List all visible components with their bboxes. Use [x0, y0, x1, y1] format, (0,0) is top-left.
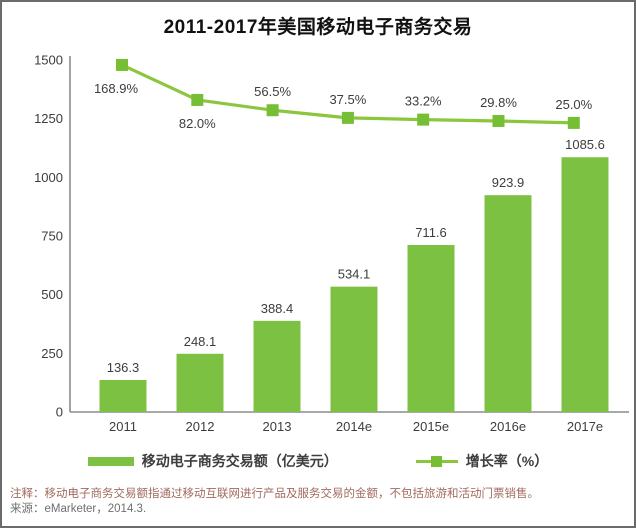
footnote-note: 注释：移动电子商务交易额指通过移动互联网进行产品及服务交易的金额，不包括旅游和活… — [10, 488, 539, 500]
x-tick-label-2017e: 2017e — [567, 419, 603, 434]
legend-item-line: 增长率（%） — [415, 451, 549, 471]
x-tick-label-2013: 2013 — [263, 419, 292, 434]
growth-marker-2011 — [116, 58, 128, 71]
growth-label-2013: 56.5% — [254, 84, 291, 99]
growth-label-2011: 168.9% — [94, 81, 139, 96]
chart-title: 2011-2017年美国移动电子商务交易 — [163, 17, 473, 38]
footnote-source: 来源：eMarketer，2014.3. — [10, 502, 147, 515]
x-tick-label-2014e: 2014e — [336, 419, 372, 434]
x-tick-label-2016e: 2016e — [490, 419, 526, 434]
x-tick-label-2011: 2011 — [109, 419, 137, 434]
y-tick-label-1500: 1500 — [34, 53, 63, 68]
bar-2012 — [176, 353, 224, 412]
growth-marker-2013 — [266, 104, 279, 117]
growth-label-2017e: 25.0% — [555, 97, 592, 112]
y-tick-label-500: 500 — [41, 287, 63, 302]
bar-value-label-2017e: 1085.6 — [565, 137, 605, 152]
growth-marker-2016e — [492, 114, 505, 127]
bar-series-label: 移动电子商务交易额（亿美元） — [141, 453, 338, 469]
line-series-label: 增长率（%） — [465, 453, 549, 469]
bar-value-label-2013: 388.4 — [261, 301, 294, 316]
bar-value-label-2014e: 534.1 — [338, 267, 371, 282]
bar-value-label-2016e: 923.9 — [492, 175, 525, 190]
growth-marker-2017e — [567, 116, 580, 129]
y-tick-label-250: 250 — [41, 346, 63, 361]
y-tick-label-1000: 1000 — [34, 170, 63, 185]
line-series-swatch — [415, 455, 458, 468]
bar-value-label-2015e: 711.6 — [415, 225, 447, 240]
y-tick-label-750: 750 — [41, 229, 63, 244]
chart-legend: 移动电子商务交易额（亿美元） 增长率（%） — [2, 450, 634, 472]
bar-series-swatch — [87, 456, 134, 466]
y-tick-label-0: 0 — [56, 405, 63, 420]
legend-item-bar: 移动电子商务交易额（亿美元） — [87, 451, 338, 471]
growth-marker-2012 — [191, 93, 204, 106]
growth-marker-2015e — [417, 113, 430, 126]
chart-footnote: 注释：移动电子商务交易额指通过移动互联网进行产品及服务交易的金额，不包括旅游和活… — [10, 487, 629, 516]
growth-label-2016e: 29.8% — [480, 95, 517, 110]
line-swatch-marker-icon — [430, 455, 442, 467]
x-tick-label-2012: 2012 — [186, 419, 215, 434]
bar-2013 — [253, 320, 301, 412]
bar-2014e — [330, 286, 378, 412]
bar-2016e — [484, 195, 532, 412]
bar-value-label-2012: 248.1 — [184, 334, 217, 349]
bar-2015e — [407, 245, 455, 412]
y-tick-label-1250: 1250 — [34, 111, 63, 126]
growth-label-2014e: 37.5% — [329, 92, 366, 107]
growth-label-2015e: 33.2% — [405, 94, 442, 109]
growth-label-2012: 82.0% — [179, 116, 216, 131]
bar-2017e — [561, 157, 609, 412]
bar-2011 — [99, 380, 147, 412]
bar-value-label-2011: 136.3 — [107, 360, 140, 375]
growth-marker-2014e — [341, 111, 354, 124]
x-tick-label-2015e: 2015e — [413, 419, 449, 434]
